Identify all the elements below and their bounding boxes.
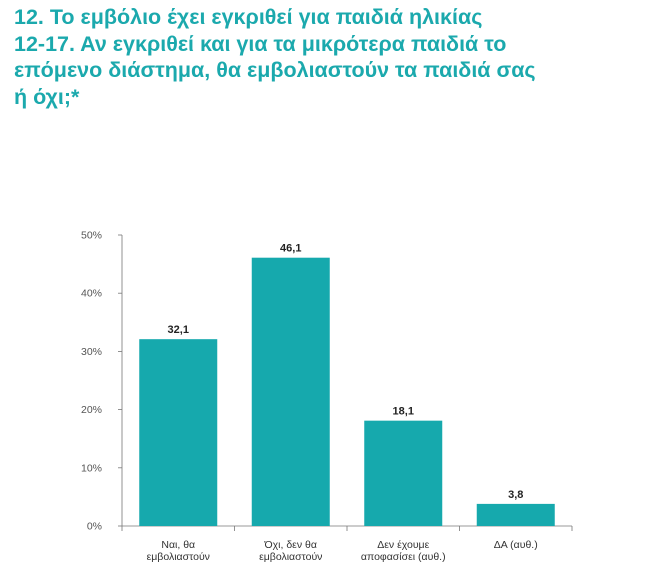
chart-title: 12. Το εμβόλιο έχει εγκριθεί για παιδιά … [14,4,644,110]
y-tick-label: 10% [81,462,102,474]
y-tick-label: 30% [81,346,102,358]
x-category-label: Ναι, θα [161,539,195,551]
x-category-label: αποφασίσει (αυθ.) [361,551,446,563]
bar [251,257,330,526]
bar [364,420,443,526]
x-category-label: Δεν έχουμε [377,539,429,551]
data-label: 32,1 [168,324,189,336]
title-line: επόμενο διάστημα, θα εμβολιαστούν τα παι… [14,58,536,82]
x-category-label: εμβολιαστούν [259,551,322,563]
y-tick-label: 0% [87,521,102,533]
title-line: 12-17. Αν εγκριθεί και για τα μικρότερα … [14,31,507,56]
bar [476,503,555,526]
x-category-label: εμβολιαστούν [147,551,210,563]
title-line: ή όχι;* [14,84,80,109]
data-label: 46,1 [280,243,301,255]
y-tick-label: 40% [81,288,102,300]
title-line: 12. Το εμβόλιο έχει εγκριθεί για παιδιά … [14,5,483,29]
bar [139,339,218,526]
y-tick-label: 20% [81,404,102,416]
x-category-label: ΔΑ (αυθ.) [494,539,538,551]
chart-bars [139,257,555,526]
data-label: 3,8 [508,489,523,501]
y-tick-label: 50% [81,230,102,242]
x-category-label: Όχι, δεν θα [264,539,317,551]
data-label: 18,1 [393,406,414,418]
